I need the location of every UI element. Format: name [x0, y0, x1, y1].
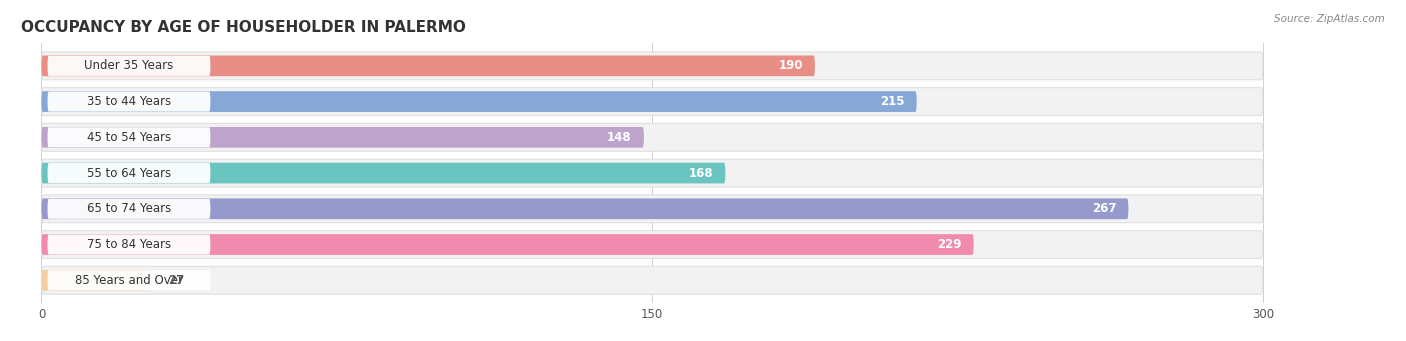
- FancyBboxPatch shape: [41, 56, 815, 76]
- Text: 215: 215: [880, 95, 904, 108]
- FancyBboxPatch shape: [41, 198, 1129, 219]
- FancyBboxPatch shape: [48, 56, 211, 76]
- Text: 45 to 54 Years: 45 to 54 Years: [87, 131, 172, 144]
- FancyBboxPatch shape: [48, 91, 211, 112]
- FancyBboxPatch shape: [41, 91, 917, 112]
- Text: 65 to 74 Years: 65 to 74 Years: [87, 202, 172, 215]
- FancyBboxPatch shape: [48, 235, 211, 255]
- Text: Under 35 Years: Under 35 Years: [84, 59, 173, 72]
- Text: 267: 267: [1091, 202, 1116, 215]
- FancyBboxPatch shape: [41, 234, 974, 255]
- Text: 27: 27: [167, 274, 184, 287]
- FancyBboxPatch shape: [48, 270, 211, 290]
- FancyBboxPatch shape: [41, 231, 1263, 258]
- Text: 75 to 84 Years: 75 to 84 Years: [87, 238, 172, 251]
- FancyBboxPatch shape: [48, 199, 211, 219]
- Text: 35 to 44 Years: 35 to 44 Years: [87, 95, 172, 108]
- Text: 190: 190: [779, 59, 803, 72]
- FancyBboxPatch shape: [48, 163, 211, 183]
- FancyBboxPatch shape: [41, 88, 1263, 116]
- FancyBboxPatch shape: [48, 127, 211, 147]
- Text: 168: 168: [689, 166, 713, 180]
- Text: Source: ZipAtlas.com: Source: ZipAtlas.com: [1274, 14, 1385, 24]
- FancyBboxPatch shape: [41, 270, 152, 291]
- Text: 229: 229: [936, 238, 962, 251]
- Text: 148: 148: [607, 131, 631, 144]
- Text: 55 to 64 Years: 55 to 64 Years: [87, 166, 172, 180]
- FancyBboxPatch shape: [41, 123, 1263, 151]
- FancyBboxPatch shape: [41, 159, 1263, 187]
- FancyBboxPatch shape: [41, 52, 1263, 80]
- FancyBboxPatch shape: [41, 163, 725, 183]
- Text: 85 Years and Over: 85 Years and Over: [75, 274, 183, 287]
- Text: OCCUPANCY BY AGE OF HOUSEHOLDER IN PALERMO: OCCUPANCY BY AGE OF HOUSEHOLDER IN PALER…: [21, 19, 465, 34]
- FancyBboxPatch shape: [41, 266, 1263, 294]
- FancyBboxPatch shape: [41, 195, 1263, 223]
- FancyBboxPatch shape: [41, 127, 644, 148]
